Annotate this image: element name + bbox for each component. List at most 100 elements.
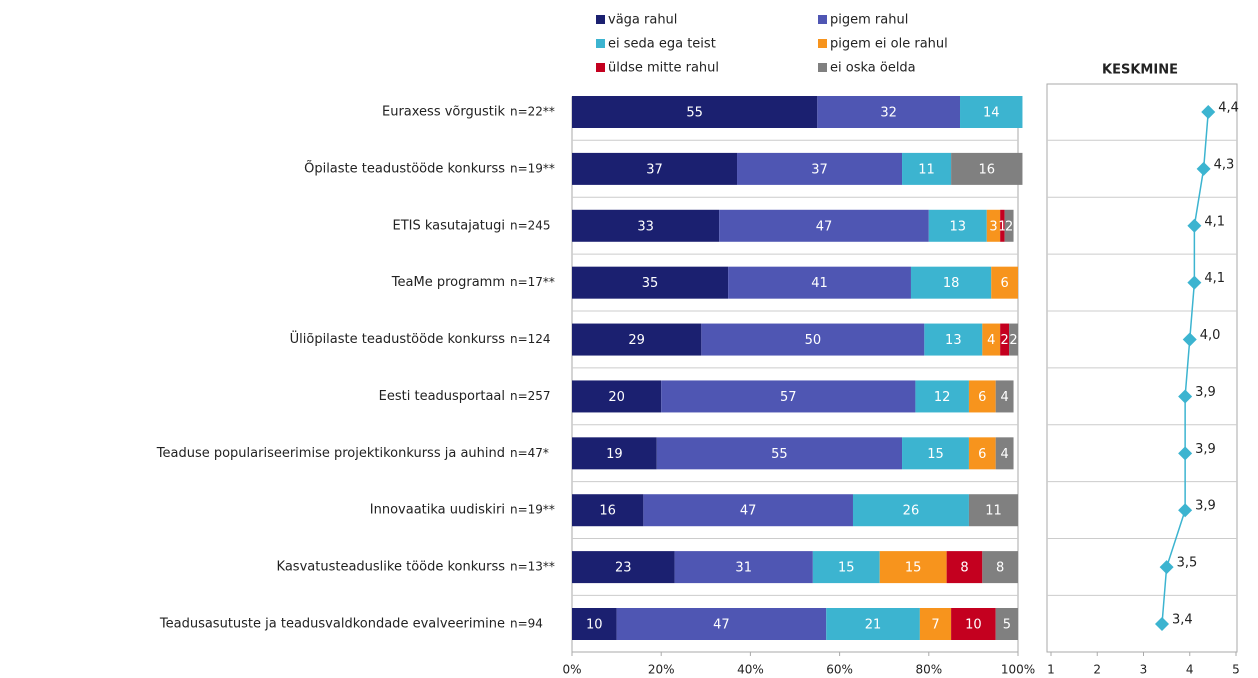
n-label: n=19** [510, 503, 555, 517]
data-label: 13 [950, 219, 967, 234]
data-label: 4,1 [1204, 214, 1225, 229]
data-label: 2 [1000, 333, 1008, 348]
data-label: 2 [1005, 219, 1013, 234]
n-label: n=19** [510, 161, 555, 175]
x-tick-label: 5 [1232, 663, 1240, 677]
data-label: 2 [1009, 333, 1017, 348]
bar-segment [982, 551, 1018, 584]
mean-marker [1187, 218, 1202, 233]
bar-segment [572, 96, 818, 128]
bar-segment [968, 437, 996, 470]
data-label: 6 [1000, 276, 1008, 291]
data-label: 4 [1000, 447, 1008, 462]
bar-segment [910, 266, 992, 299]
data-label: 41 [811, 276, 828, 291]
category-label: Eesti teadusportaal [379, 389, 505, 404]
data-label: 7 [931, 618, 939, 633]
data-label: 16 [599, 504, 616, 519]
data-label: 47 [713, 618, 730, 633]
x-tick-label: 100% [1001, 663, 1035, 677]
data-label: 1 [998, 219, 1006, 234]
category-label: Kasvatusteaduslike tööde konkurss [277, 560, 506, 575]
bar-segment [1009, 323, 1018, 356]
data-label: 6 [978, 447, 986, 462]
data-label: 12 [934, 390, 951, 405]
bar-segment [643, 494, 853, 527]
data-label: 3,5 [1177, 556, 1198, 571]
data-label: 4,1 [1204, 271, 1225, 286]
bar-segment [701, 323, 925, 356]
category-label: Euraxess võrgustik [382, 105, 505, 120]
n-label: n=94 [510, 617, 543, 631]
data-label: 37 [646, 162, 663, 177]
data-label: 29 [628, 333, 645, 348]
data-label: 21 [865, 618, 882, 633]
category-label: ETIS kasutajatugi [393, 218, 506, 233]
mean-marker [1155, 617, 1169, 631]
data-label: 15 [927, 447, 944, 462]
data-label: 13 [945, 333, 962, 348]
data-label: 11 [985, 504, 1002, 519]
data-label: 55 [771, 447, 788, 462]
legend-label: väga rahul [608, 13, 677, 28]
bar-segment [919, 608, 952, 640]
legend-label: ei oska öelda [830, 61, 916, 76]
bar-segment [661, 380, 916, 413]
bar-segment [817, 96, 961, 128]
bar-segment [616, 608, 827, 640]
bar-segment [951, 608, 996, 640]
bar-segment [826, 608, 920, 640]
bar-segment [995, 608, 1018, 640]
bar-segment [572, 266, 729, 299]
bar-segment [572, 323, 702, 356]
mean-marker [1182, 332, 1197, 347]
bar-segment [812, 551, 880, 584]
bar-segment [968, 380, 996, 413]
x-tick-label: 60% [826, 663, 853, 677]
data-label: 26 [903, 504, 920, 519]
mean-marker [1196, 161, 1211, 176]
bar-segment [1000, 323, 1010, 356]
data-label: 11 [918, 162, 935, 177]
data-label: 16 [979, 162, 996, 177]
category-label: TeaMe programm [391, 275, 505, 290]
data-label: 47 [740, 504, 757, 519]
bar-segment [737, 152, 903, 185]
data-label: 33 [637, 219, 654, 234]
bar-segment [995, 437, 1014, 470]
n-label: n=13** [510, 560, 555, 574]
mean-marker [1178, 446, 1193, 461]
bar-segment [572, 608, 617, 640]
bar-segment [946, 551, 983, 584]
data-label: 4 [1000, 390, 1008, 405]
data-label: 3,4 [1172, 613, 1193, 628]
x-tick-label: 0% [562, 663, 581, 677]
data-label: 10 [586, 618, 603, 633]
x-tick-label: 1 [1047, 663, 1055, 677]
data-label: 3,9 [1195, 499, 1216, 514]
bar-segment [915, 380, 969, 413]
data-label: 18 [943, 276, 960, 291]
x-tick-label: 2 [1093, 663, 1101, 677]
bar-segment [572, 209, 720, 242]
x-tick-label: 40% [737, 663, 764, 677]
data-label: 15 [838, 561, 855, 576]
data-label: 4,3 [1214, 157, 1235, 172]
category-label: Õpilaste teadustööde konkurss [304, 160, 505, 176]
bar-segment [986, 209, 1001, 242]
data-label: 3,9 [1195, 442, 1216, 457]
data-label: 47 [816, 219, 833, 234]
legend-label: ei seda ega teist [608, 37, 716, 52]
category-label: Teadusasutuste ja teadusvaldkondade eval… [159, 617, 505, 632]
legend-swatch [818, 39, 827, 48]
bar-segment [991, 266, 1018, 299]
bar-segment [656, 437, 903, 470]
bar-segment [572, 152, 738, 185]
category-label: Teaduse populariseerimise projektikonkur… [156, 446, 505, 461]
bar-segment [572, 494, 644, 527]
legend-label: pigem rahul [830, 13, 908, 28]
data-label: 19 [606, 447, 623, 462]
mean-marker [1178, 389, 1193, 404]
mean-marker [1159, 560, 1174, 575]
n-label: n=245 [510, 218, 551, 232]
